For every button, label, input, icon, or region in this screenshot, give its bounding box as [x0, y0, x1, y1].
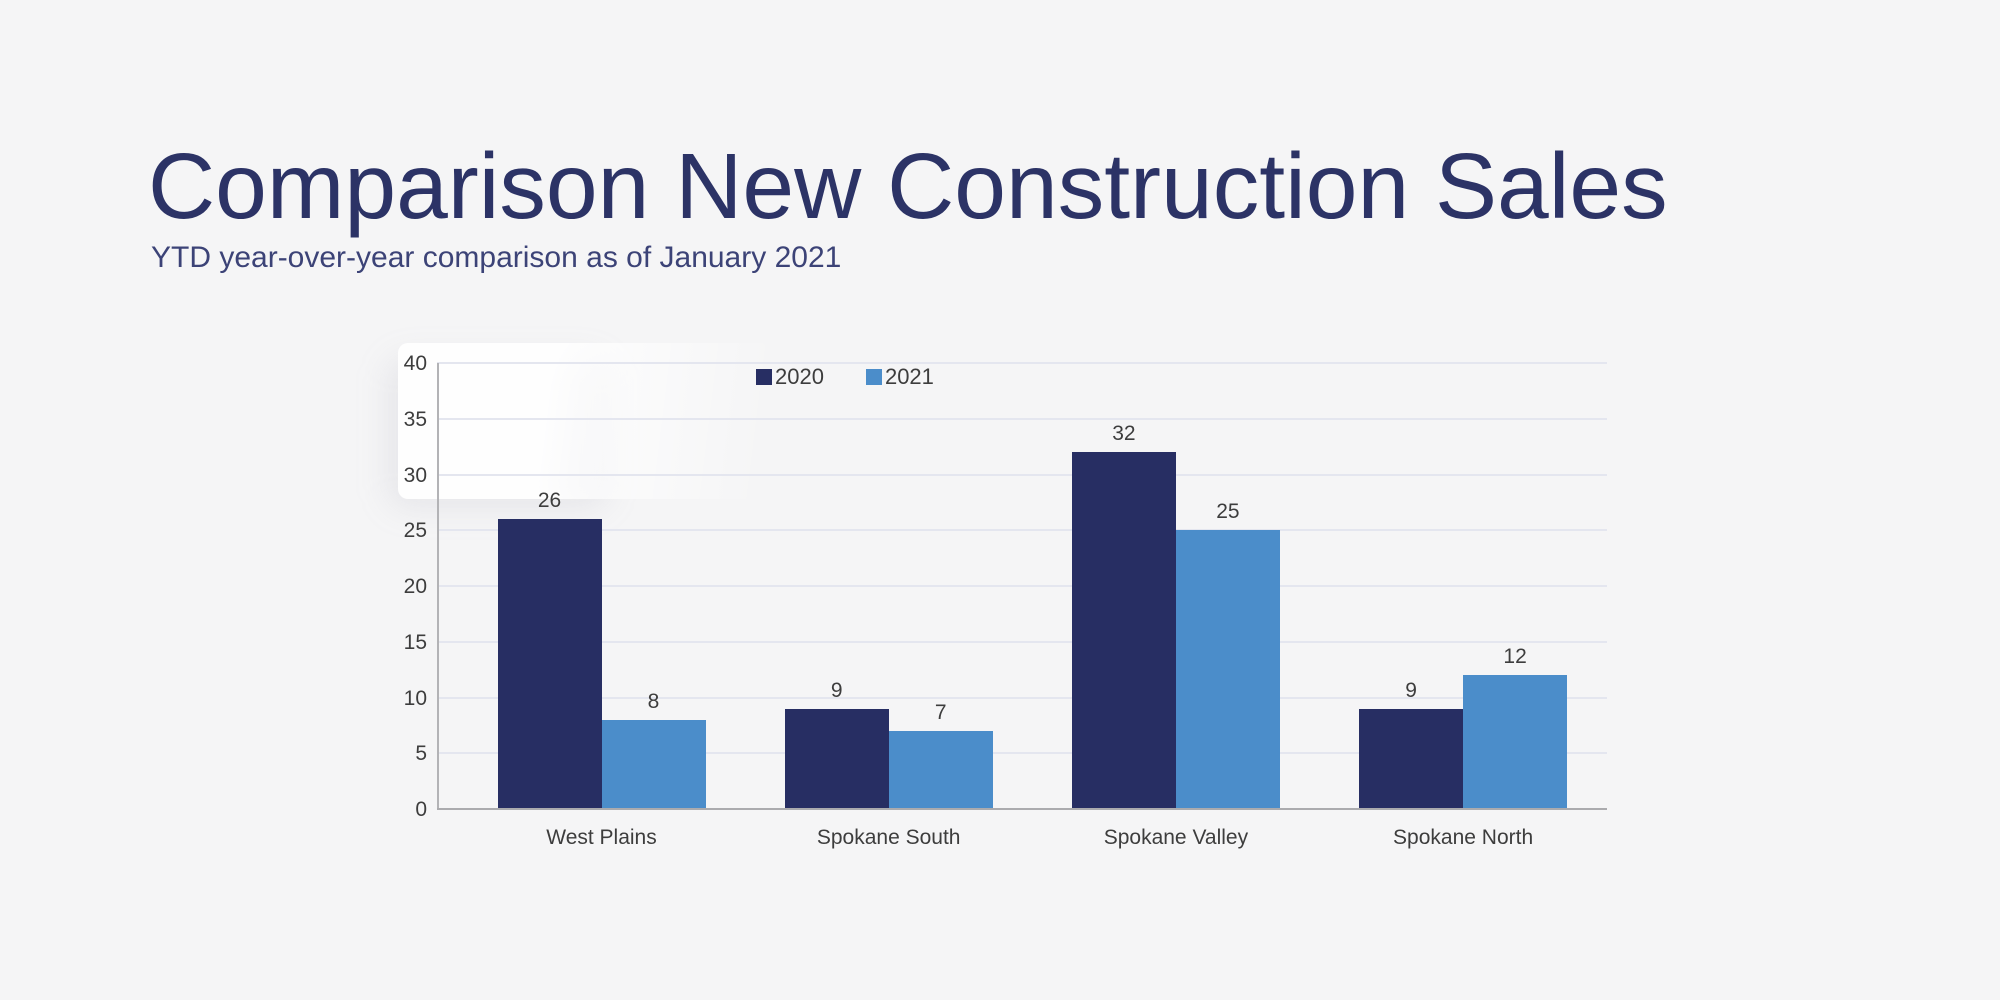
y-tick-label-5: 5 [415, 742, 427, 766]
gridline-10 [437, 696, 1607, 699]
y-tick-label-25: 25 [403, 519, 427, 543]
legend-item-2021: 2021 [865, 364, 934, 389]
legend-label-2021: 2021 [884, 364, 934, 389]
page-subtitle: YTD year-over-year comparison as of Janu… [151, 241, 842, 274]
gridline-40 [437, 362, 1607, 364]
bar-2020-spokane-valley [1071, 452, 1176, 809]
bar-2020-spokane-north [1359, 708, 1464, 809]
bar-2021-spokane-valley [1175, 530, 1280, 809]
bar-2020-spokane-south [784, 708, 889, 809]
bar-2021-spokane-north [1463, 675, 1568, 809]
gridline-5 [437, 752, 1607, 755]
y-tick-label-20: 20 [403, 575, 427, 598]
bar-value-label-2021-spokane-north: 12 [1503, 645, 1527, 669]
legend-swatch-2020-icon [756, 369, 772, 385]
x-axis-label-west-plains: West Plains [546, 826, 657, 849]
x-axis-label-spokane-north: Spokane North [1393, 826, 1534, 849]
bar-value-label-2021-spokane-valley: 25 [1216, 500, 1240, 524]
legend-swatch-2021-icon [865, 369, 882, 385]
bar-value-label-2021-west-plains: 8 [647, 689, 660, 713]
legend-item-2020: 2020 [756, 366, 824, 388]
gridline-20 [437, 585, 1607, 587]
chart-legend: 2020 2021 [756, 366, 934, 388]
bar-value-label-2020-spokane-south: 9 [830, 678, 843, 702]
bar-2021-west-plains [601, 719, 706, 809]
y-tick-label-35: 35 [403, 407, 427, 431]
x-axis-label-spokane-south: Spokane South [816, 826, 961, 849]
bar-value-label-2020-spokane-north: 9 [1405, 678, 1417, 702]
page-title: Comparison New Construction Sales [148, 134, 1668, 238]
decorative-highlight-panel [398, 343, 770, 499]
x-axis-line [437, 808, 1607, 810]
y-tick-label-0: 0 [415, 798, 427, 821]
bar-2020-west-plains [497, 519, 602, 809]
y-tick-label-10: 10 [403, 686, 427, 710]
bar-value-label-2021-spokane-south: 7 [934, 700, 947, 724]
bar-value-label-2020-west-plains: 26 [537, 489, 562, 513]
y-axis-line [437, 363, 439, 809]
x-axis-label-spokane-valley: Spokane Valley [1103, 826, 1249, 849]
gridline-30 [437, 473, 1607, 476]
y-tick-label-15: 15 [403, 630, 427, 654]
bar-2021-spokane-south [888, 730, 993, 809]
legend-label-2020: 2020 [775, 364, 824, 389]
bar-value-label-2020-spokane-valley: 32 [1112, 422, 1136, 446]
y-tick-label-40: 40 [403, 352, 427, 375]
gridline-15 [437, 640, 1607, 643]
y-tick-label-30: 30 [403, 463, 427, 487]
gridline-25 [437, 529, 1607, 532]
gridline-35 [437, 417, 1607, 420]
